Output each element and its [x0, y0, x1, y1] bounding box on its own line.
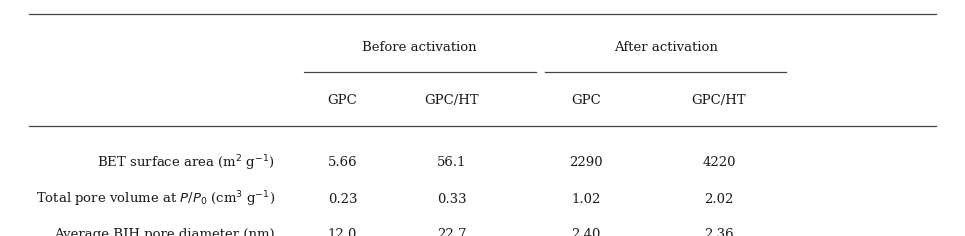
- Text: 2290: 2290: [569, 156, 602, 169]
- Text: 2.36: 2.36: [704, 228, 733, 236]
- Text: 0.23: 0.23: [328, 193, 357, 206]
- Text: GPC/HT: GPC/HT: [692, 94, 746, 107]
- Text: BET surface area (m$^{2}$ g$^{-1}$): BET surface area (m$^{2}$ g$^{-1}$): [97, 153, 275, 173]
- Text: 5.66: 5.66: [328, 156, 357, 169]
- Text: Total pore volume at $\it{P}$/$\it{P}$$_{0}$ (cm$^{3}$ g$^{-1}$): Total pore volume at $\it{P}$/$\it{P}$$_…: [36, 190, 275, 209]
- Text: 4220: 4220: [703, 156, 735, 169]
- Text: 12.0: 12.0: [328, 228, 357, 236]
- Text: 22.7: 22.7: [437, 228, 466, 236]
- Text: 56.1: 56.1: [437, 156, 466, 169]
- Text: Average BJH pore diameter (nm): Average BJH pore diameter (nm): [54, 228, 275, 236]
- Text: 1.02: 1.02: [571, 193, 600, 206]
- Text: 2.40: 2.40: [571, 228, 600, 236]
- Text: GPC: GPC: [571, 94, 600, 107]
- Text: Before activation: Before activation: [363, 41, 477, 54]
- Text: GPC/HT: GPC/HT: [425, 94, 479, 107]
- Text: After activation: After activation: [614, 41, 718, 54]
- Text: GPC: GPC: [328, 94, 357, 107]
- Text: 2.02: 2.02: [704, 193, 733, 206]
- Text: 0.33: 0.33: [437, 193, 466, 206]
